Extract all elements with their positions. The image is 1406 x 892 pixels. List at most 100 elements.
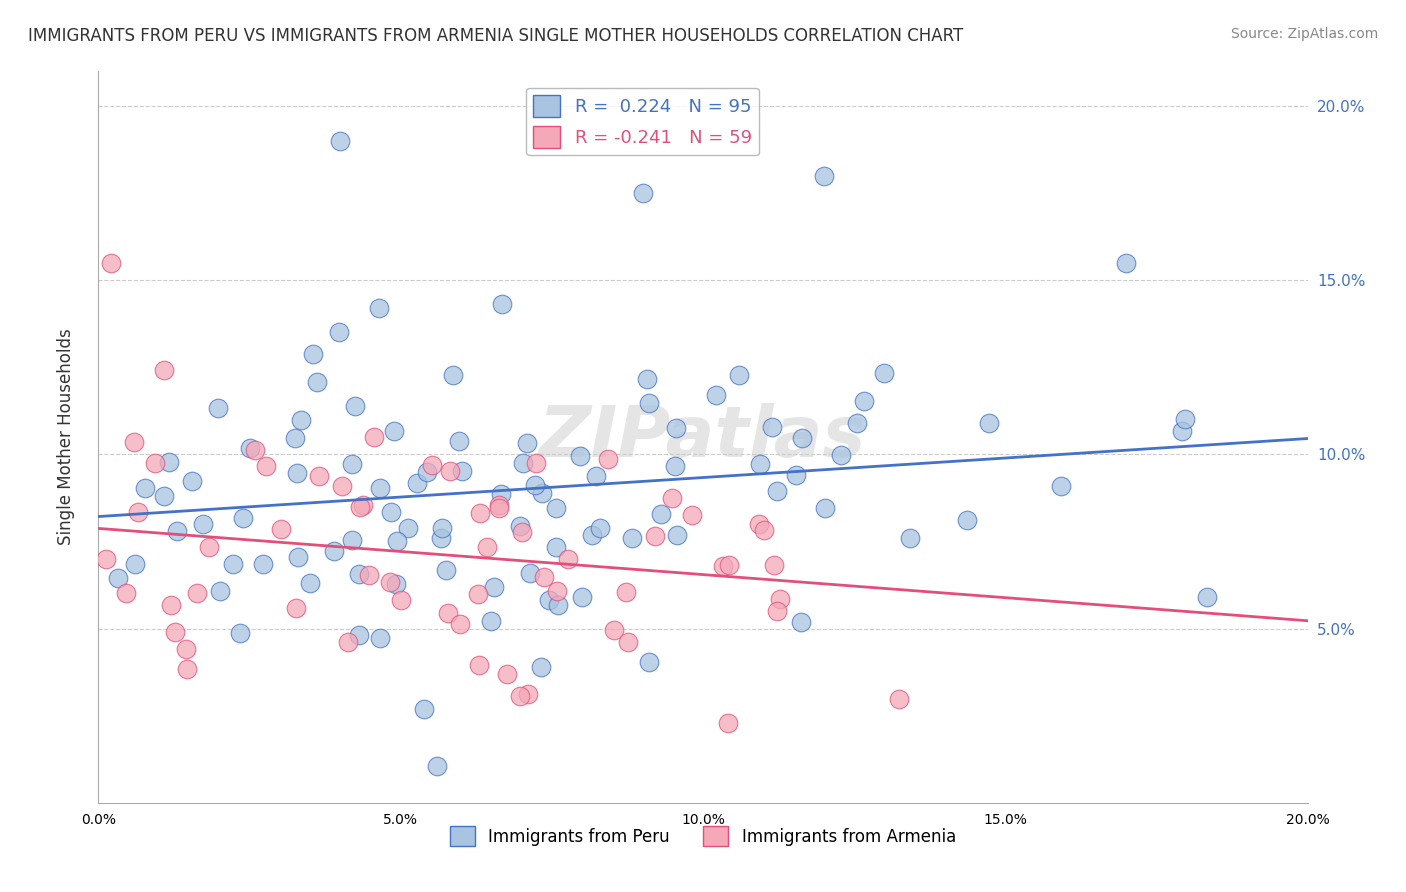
Point bbox=[664, 458, 686, 473]
Point bbox=[873, 366, 896, 380]
Point bbox=[436, 563, 458, 577]
Point bbox=[329, 134, 352, 148]
Point bbox=[389, 593, 412, 607]
Point bbox=[792, 431, 814, 445]
Point bbox=[239, 441, 262, 455]
Point bbox=[363, 430, 385, 444]
Point bbox=[451, 464, 474, 478]
Point bbox=[385, 533, 408, 548]
Point bbox=[160, 598, 183, 612]
Point bbox=[530, 659, 553, 673]
Point bbox=[509, 689, 531, 703]
Point bbox=[336, 634, 359, 648]
Point bbox=[290, 413, 312, 427]
Point bbox=[308, 469, 330, 483]
Point bbox=[977, 416, 1000, 430]
Point bbox=[519, 566, 541, 580]
Point bbox=[302, 347, 325, 361]
Point bbox=[495, 667, 517, 681]
Point bbox=[176, 662, 198, 676]
Point bbox=[717, 715, 740, 730]
Point bbox=[256, 458, 278, 473]
Point bbox=[285, 466, 308, 480]
Point bbox=[207, 401, 229, 415]
Point bbox=[898, 532, 921, 546]
Point bbox=[1174, 412, 1197, 426]
Point bbox=[516, 435, 538, 450]
Point bbox=[614, 585, 637, 599]
Text: ZIPatlas: ZIPatlas bbox=[540, 402, 866, 472]
Point bbox=[547, 598, 569, 612]
Point bbox=[94, 552, 117, 566]
Point bbox=[359, 568, 381, 582]
Point bbox=[571, 591, 593, 605]
Y-axis label: Single Mother Households: Single Mother Households bbox=[56, 329, 75, 545]
Point bbox=[790, 615, 813, 629]
Point bbox=[328, 325, 350, 339]
Point bbox=[468, 657, 491, 672]
Point bbox=[491, 487, 513, 501]
Point bbox=[163, 625, 186, 640]
Point bbox=[761, 419, 783, 434]
Point bbox=[524, 477, 547, 491]
Point bbox=[143, 456, 166, 470]
Point bbox=[636, 372, 658, 386]
Point bbox=[785, 467, 807, 482]
Point bbox=[544, 500, 567, 515]
Point bbox=[385, 576, 408, 591]
Point bbox=[378, 575, 401, 590]
Point bbox=[122, 434, 145, 449]
Point bbox=[956, 513, 979, 527]
Point bbox=[470, 506, 492, 520]
Point bbox=[644, 529, 666, 543]
Point bbox=[159, 455, 181, 469]
Text: Source: ZipAtlas.com: Source: ZipAtlas.com bbox=[1230, 27, 1378, 41]
Point bbox=[631, 186, 654, 201]
Point bbox=[368, 631, 391, 645]
Point bbox=[537, 592, 560, 607]
Point bbox=[845, 416, 868, 430]
Legend: Immigrants from Peru, Immigrants from Armenia: Immigrants from Peru, Immigrants from Ar… bbox=[443, 820, 963, 853]
Point bbox=[661, 491, 683, 505]
Point bbox=[524, 456, 547, 470]
Point bbox=[307, 375, 329, 389]
Point bbox=[711, 558, 734, 573]
Point bbox=[115, 586, 138, 600]
Point bbox=[380, 505, 402, 519]
Point bbox=[479, 614, 502, 628]
Point bbox=[512, 524, 534, 539]
Point bbox=[813, 169, 835, 183]
Point bbox=[284, 431, 307, 445]
Point bbox=[107, 571, 129, 585]
Point bbox=[754, 523, 776, 537]
Point bbox=[830, 448, 852, 462]
Point bbox=[243, 443, 266, 458]
Point bbox=[766, 604, 789, 618]
Point bbox=[533, 570, 555, 584]
Point bbox=[232, 511, 254, 525]
Point bbox=[530, 486, 553, 500]
Point bbox=[322, 544, 344, 558]
Point bbox=[887, 692, 910, 706]
Point bbox=[596, 451, 619, 466]
Point bbox=[208, 583, 231, 598]
Point bbox=[134, 481, 156, 495]
Point bbox=[621, 532, 644, 546]
Point bbox=[441, 368, 464, 382]
Point bbox=[766, 483, 789, 498]
Point bbox=[347, 566, 370, 581]
Point bbox=[439, 464, 461, 478]
Point bbox=[229, 625, 252, 640]
Point bbox=[727, 368, 749, 383]
Point bbox=[344, 399, 367, 413]
Point bbox=[589, 521, 612, 535]
Point bbox=[298, 576, 321, 591]
Point bbox=[191, 516, 214, 531]
Point bbox=[396, 520, 419, 534]
Point bbox=[517, 687, 540, 701]
Point bbox=[718, 558, 741, 572]
Point bbox=[405, 475, 427, 490]
Point bbox=[509, 519, 531, 533]
Point bbox=[748, 516, 770, 531]
Point bbox=[1115, 256, 1137, 270]
